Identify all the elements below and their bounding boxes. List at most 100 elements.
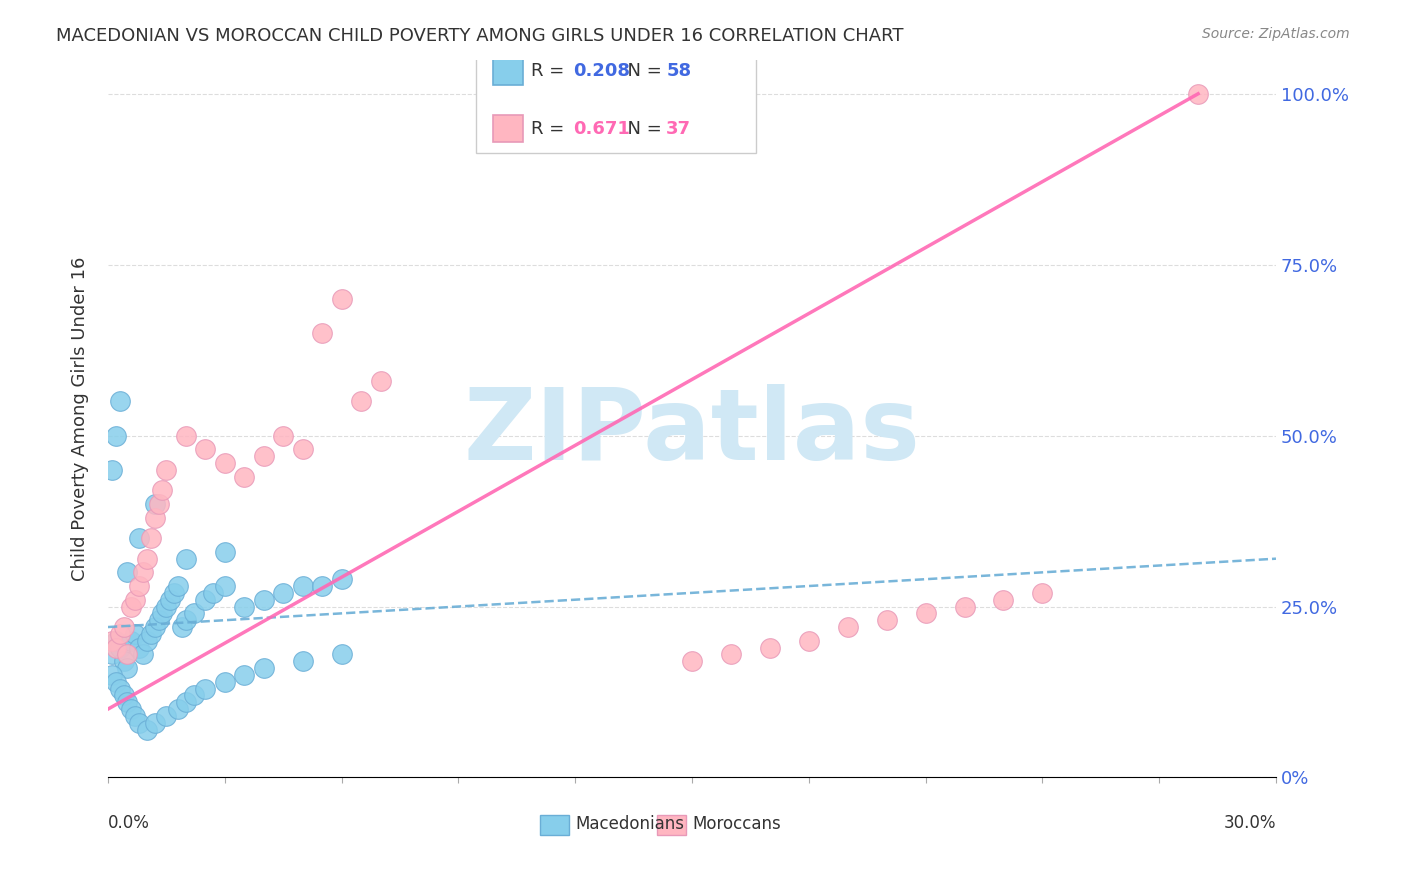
Macedonians (124, 709, 146, 723)
Macedonians (128, 640, 150, 655)
Moroccans (1031, 586, 1053, 600)
Macedonians (101, 463, 124, 477)
Macedonians (214, 545, 236, 559)
Macedonians (163, 586, 186, 600)
Moroccans (117, 648, 139, 662)
Text: 30.0%: 30.0% (1223, 814, 1277, 831)
Macedonians (233, 668, 256, 682)
FancyBboxPatch shape (475, 53, 756, 153)
Macedonians (128, 531, 150, 545)
Text: 37: 37 (666, 120, 692, 137)
Moroccans (253, 449, 276, 463)
Macedonians (120, 633, 142, 648)
Macedonians (135, 633, 157, 648)
Moroccans (112, 620, 135, 634)
Macedonians (139, 627, 162, 641)
Macedonians (104, 428, 127, 442)
Macedonians (117, 566, 139, 580)
Macedonians (194, 592, 217, 607)
Macedonians (214, 674, 236, 689)
Moroccans (101, 633, 124, 648)
Macedonians (112, 654, 135, 668)
Moroccans (132, 566, 155, 580)
Moroccans (214, 456, 236, 470)
Moroccans (124, 592, 146, 607)
FancyBboxPatch shape (657, 814, 686, 835)
Moroccans (311, 326, 333, 340)
FancyBboxPatch shape (540, 814, 569, 835)
Macedonians (291, 654, 314, 668)
Moroccans (233, 469, 256, 483)
Macedonians (253, 592, 276, 607)
Macedonians (194, 681, 217, 696)
Macedonians (152, 607, 174, 621)
Macedonians (330, 648, 353, 662)
FancyBboxPatch shape (494, 115, 523, 142)
Moroccans (720, 648, 742, 662)
Macedonians (167, 579, 190, 593)
Moroccans (953, 599, 976, 614)
Text: 0.671: 0.671 (572, 120, 630, 137)
Text: Macedonians: Macedonians (575, 815, 685, 833)
Macedonians (202, 586, 225, 600)
Moroccans (148, 497, 170, 511)
FancyBboxPatch shape (494, 57, 523, 85)
Macedonians (311, 579, 333, 593)
Text: N =: N = (616, 62, 668, 80)
Macedonians (253, 661, 276, 675)
Moroccans (108, 627, 131, 641)
Moroccans (128, 579, 150, 593)
Moroccans (291, 442, 314, 457)
Text: Source: ZipAtlas.com: Source: ZipAtlas.com (1202, 27, 1350, 41)
Text: ZIPatlas: ZIPatlas (464, 384, 921, 482)
Moroccans (914, 607, 936, 621)
Moroccans (120, 599, 142, 614)
Text: 0.0%: 0.0% (108, 814, 150, 831)
Moroccans (350, 394, 373, 409)
Text: MACEDONIAN VS MOROCCAN CHILD POVERTY AMONG GIRLS UNDER 16 CORRELATION CHART: MACEDONIAN VS MOROCCAN CHILD POVERTY AMO… (56, 27, 904, 45)
Macedonians (271, 586, 294, 600)
Moroccans (271, 428, 294, 442)
Macedonians (214, 579, 236, 593)
Moroccans (135, 551, 157, 566)
Macedonians (148, 613, 170, 627)
Macedonians (120, 702, 142, 716)
Moroccans (993, 592, 1015, 607)
Text: N =: N = (616, 120, 668, 137)
Macedonians (112, 689, 135, 703)
Macedonians (143, 620, 166, 634)
Moroccans (797, 633, 820, 648)
Moroccans (174, 428, 197, 442)
Moroccans (104, 640, 127, 655)
Macedonians (128, 715, 150, 730)
Text: R =: R = (531, 120, 569, 137)
Macedonians (183, 689, 205, 703)
Macedonians (117, 695, 139, 709)
Moroccans (876, 613, 898, 627)
Macedonians (124, 627, 146, 641)
Macedonians (233, 599, 256, 614)
Moroccans (370, 374, 392, 388)
Macedonians (159, 592, 181, 607)
Moroccans (759, 640, 782, 655)
Text: R =: R = (531, 62, 569, 80)
Moroccans (194, 442, 217, 457)
Macedonians (330, 572, 353, 586)
Moroccans (681, 654, 703, 668)
Macedonians (174, 613, 197, 627)
Macedonians (117, 661, 139, 675)
Text: 58: 58 (666, 62, 692, 80)
Macedonians (108, 681, 131, 696)
Macedonians (155, 709, 177, 723)
Moroccans (152, 483, 174, 498)
Macedonians (101, 648, 124, 662)
Macedonians (132, 648, 155, 662)
Macedonians (143, 497, 166, 511)
Moroccans (143, 510, 166, 524)
Moroccans (837, 620, 859, 634)
Macedonians (174, 695, 197, 709)
Text: 0.208: 0.208 (572, 62, 630, 80)
Moroccans (1187, 87, 1209, 101)
Moroccans (330, 292, 353, 306)
Macedonians (104, 674, 127, 689)
